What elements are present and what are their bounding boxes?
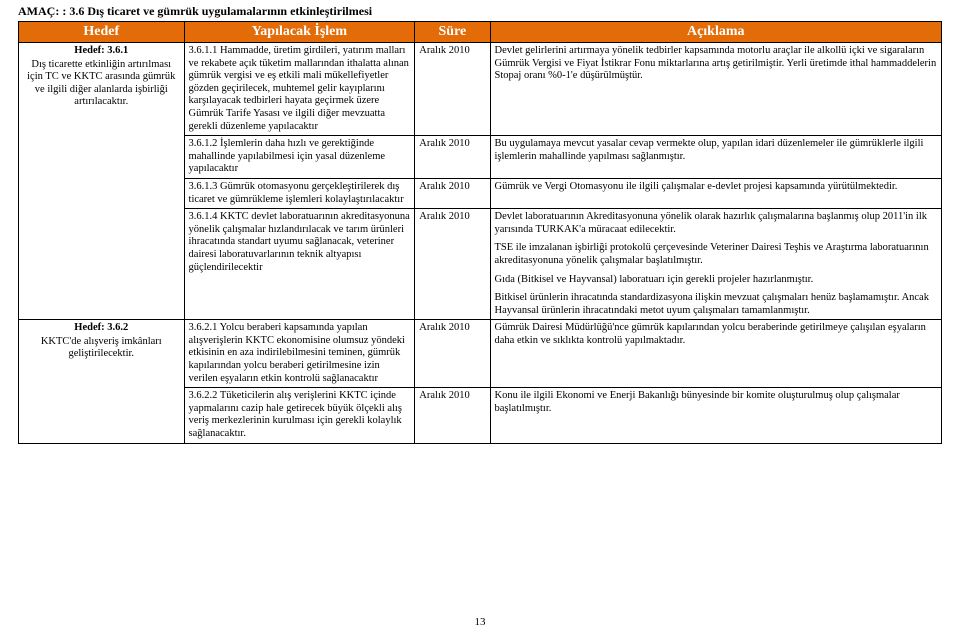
- sure-cell: Aralık 2010: [415, 136, 490, 179]
- aciklama-paragraph: Bitkisel ürünlerin ihracatında standardi…: [495, 292, 937, 317]
- hedef-desc: Dış ticarette etkinliğin artırılması içi…: [27, 59, 175, 108]
- sure-cell: Aralık 2010: [415, 209, 490, 320]
- islem-cell: 3.6.2.2 Tüketicilerin alış verişlerini K…: [184, 388, 415, 443]
- islem-cell: 3.6.1.2 İşlemlerin daha hızlı ve gerekti…: [184, 136, 415, 179]
- table-row: Hedef: 3.6.1 Dış ticarette etkinliğin ar…: [19, 43, 942, 136]
- hedef-cell-362: Hedef: 3.6.2 KKTC'de alışveriş imkânları…: [19, 320, 185, 443]
- th-sure: Süre: [415, 22, 490, 43]
- hedef-code: Hedef: 3.6.2: [23, 322, 180, 335]
- sure-cell: Aralık 2010: [415, 388, 490, 443]
- amac-title: AMAÇ: : 3.6 Dış ticaret ve gümrük uygula…: [18, 4, 942, 19]
- hedef-cell-361: Hedef: 3.6.1 Dış ticarette etkinliğin ar…: [19, 43, 185, 320]
- aciklama-paragraph: Devlet laboratuarının Akreditasyonuna yö…: [495, 211, 937, 236]
- header-row: Hedef Yapılacak İşlem Süre Açıklama: [19, 22, 942, 43]
- aciklama-cell: Devlet gelirlerini artırmaya yönelik ted…: [490, 43, 941, 136]
- th-aciklama: Açıklama: [490, 22, 941, 43]
- table-row: Hedef: 3.6.2 KKTC'de alışveriş imkânları…: [19, 320, 942, 388]
- aciklama-cell: Gümrük ve Vergi Otomasyonu ile ilgili ça…: [490, 178, 941, 208]
- islem-cell: 3.6.2.1 Yolcu beraberi kapsamında yapıla…: [184, 320, 415, 388]
- sure-cell: Aralık 2010: [415, 320, 490, 388]
- hedef-code: Hedef: 3.6.1: [23, 45, 180, 58]
- th-islem: Yapılacak İşlem: [184, 22, 415, 43]
- islem-cell: 3.6.1.4 KKTC devlet laboratuarının akred…: [184, 209, 415, 320]
- aciklama-cell: Devlet laboratuarının Akreditasyonuna yö…: [490, 209, 941, 320]
- main-table: Hedef Yapılacak İşlem Süre Açıklama Hede…: [18, 21, 942, 444]
- page-number: 13: [0, 616, 960, 628]
- aciklama-cell: Gümrük Dairesi Müdürlüğü'nce gümrük kapı…: [490, 320, 941, 388]
- islem-cell: 3.6.1.3 Gümrük otomasyonu gerçekleştiril…: [184, 178, 415, 208]
- aciklama-cell: Bu uygulamaya mevcut yasalar cevap verme…: [490, 136, 941, 179]
- aciklama-paragraph: Gıda (Bitkisel ve Hayvansal) laboratuarı…: [495, 274, 937, 287]
- hedef-desc: KKTC'de alışveriş imkânları geliştirilec…: [41, 336, 162, 360]
- aciklama-paragraph: TSE ile imzalanan işbirliği protokolü çe…: [495, 242, 937, 267]
- aciklama-cell: Konu ile ilgili Ekonomi ve Enerji Bakanl…: [490, 388, 941, 443]
- sure-cell: Aralık 2010: [415, 43, 490, 136]
- sure-cell: Aralık 2010: [415, 178, 490, 208]
- th-hedef: Hedef: [19, 22, 185, 43]
- islem-cell: 3.6.1.1 Hammadde, üretim girdileri, yatı…: [184, 43, 415, 136]
